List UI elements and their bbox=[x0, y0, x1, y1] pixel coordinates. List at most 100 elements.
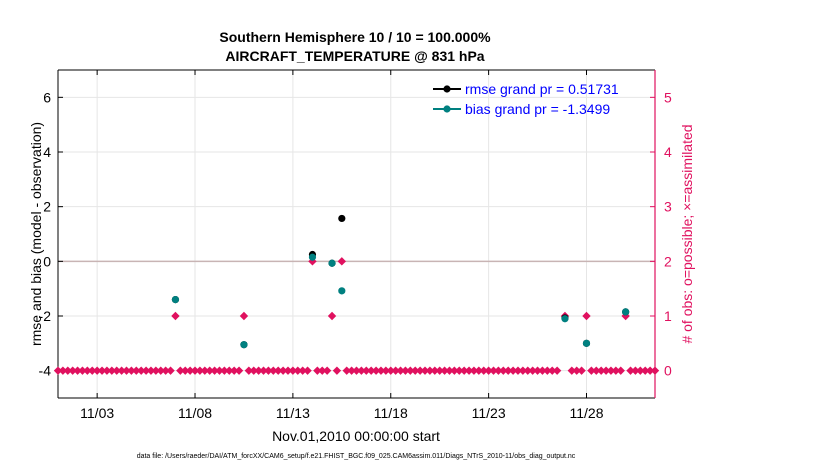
obs-count-point bbox=[484, 366, 493, 375]
obs-count-point bbox=[572, 366, 581, 375]
obs-count-point bbox=[538, 366, 547, 375]
obs-count-point bbox=[122, 366, 131, 375]
y-right-tick-label: 0 bbox=[664, 363, 672, 379]
bias-point bbox=[338, 287, 346, 295]
y-right-tick-label: 1 bbox=[664, 308, 672, 324]
obs-count-point bbox=[63, 366, 72, 375]
obs-count-point bbox=[73, 366, 82, 375]
obs-count-point bbox=[494, 366, 503, 375]
obs-count-point bbox=[611, 366, 621, 375]
y-left-tick-label: 6 bbox=[43, 89, 51, 105]
obs-count-point bbox=[68, 366, 77, 375]
x-tick-label: 11/23 bbox=[472, 405, 506, 421]
bias-point bbox=[171, 296, 180, 304]
obs-count-point bbox=[92, 366, 102, 375]
obs-count-point bbox=[523, 366, 532, 375]
obs-count-point bbox=[229, 366, 239, 375]
obs-count-point bbox=[327, 311, 337, 321]
obs-count-point bbox=[78, 366, 87, 375]
obs-count-point bbox=[171, 311, 180, 321]
obs-count-point bbox=[641, 366, 650, 375]
y-axis-right-label: # of obs: o=possible; ×=assimilated bbox=[679, 124, 695, 343]
chart-title-line1: Southern Hemisphere 10 / 10 = 100.000% bbox=[219, 29, 491, 45]
chart-title-line2: AIRCRAFT_TEMPERATURE @ 831 hPa bbox=[225, 48, 484, 64]
obs-count-point bbox=[146, 366, 156, 375]
bias-point bbox=[240, 341, 248, 349]
obs-count-point bbox=[161, 366, 170, 375]
obs-count-point bbox=[518, 366, 528, 375]
obs-count-point bbox=[53, 366, 63, 375]
obs-count-point bbox=[587, 366, 596, 375]
obs-count-point bbox=[278, 366, 288, 375]
obs-count-point bbox=[650, 366, 660, 375]
data-file-footer: data file: /Users/raeder/DAI/ATM_forcXX/… bbox=[137, 453, 576, 460]
obs-count-point bbox=[513, 366, 523, 375]
obs-count-point bbox=[322, 366, 332, 375]
obs-count-point bbox=[474, 366, 484, 375]
obs-count-point bbox=[489, 366, 498, 375]
x-tick-label: 11/28 bbox=[569, 405, 603, 421]
obs-count-point bbox=[200, 366, 210, 375]
y-left-tick-label: 0 bbox=[43, 253, 51, 269]
obs-count-point bbox=[528, 366, 537, 375]
obs-count-point bbox=[376, 366, 386, 375]
obs-count-point bbox=[313, 366, 322, 375]
bias-point bbox=[328, 259, 336, 267]
obs-count-point bbox=[362, 366, 371, 375]
obs-count-point bbox=[166, 366, 175, 375]
obs-count-point bbox=[440, 366, 449, 375]
obs-count-point bbox=[606, 366, 616, 375]
obs-count-point bbox=[303, 366, 312, 375]
obs-count-point bbox=[626, 366, 635, 375]
obs-count-point bbox=[352, 366, 361, 375]
plot-area: 11/03 11/08 11/13 11/18 11/23 11/28 -4 -2 0 2 4 6 0 1… bbox=[39, 69, 672, 421]
obs-count-point bbox=[396, 366, 405, 375]
obs-count-point bbox=[156, 366, 165, 375]
obs-count-point bbox=[636, 366, 645, 375]
obs-count-point bbox=[543, 366, 552, 375]
obs-count-point bbox=[190, 366, 200, 375]
obs-count-point bbox=[259, 366, 268, 375]
y-axis-left-label: rmse and bias (model - observation) bbox=[28, 122, 44, 346]
obs-count-point bbox=[239, 311, 249, 321]
obs-count-point bbox=[425, 366, 435, 375]
obs-count-point bbox=[479, 366, 488, 375]
obs-count-point bbox=[112, 366, 121, 375]
obs-count-point bbox=[582, 311, 591, 321]
obs-count-point bbox=[342, 366, 351, 375]
obs-count-point bbox=[136, 366, 146, 375]
obs-count-point bbox=[445, 366, 454, 375]
y-right-tick-label: 5 bbox=[664, 89, 672, 105]
obs-count-point bbox=[151, 366, 161, 375]
obs-count-point bbox=[337, 257, 347, 266]
x-axis-label: Nov.01,2010 00:00:00 start bbox=[272, 428, 440, 444]
obs-count-point bbox=[420, 366, 430, 375]
obs-count-point bbox=[406, 366, 415, 375]
obs-count-point bbox=[264, 366, 273, 375]
obs-count-point bbox=[596, 366, 606, 375]
obs-count-point bbox=[430, 366, 439, 375]
x-tick-label: 11/03 bbox=[80, 405, 114, 421]
obs-count-point bbox=[293, 366, 302, 375]
legend-label-rmse: rmse grand pr = 0.51731 bbox=[465, 81, 619, 97]
obs-count-point bbox=[234, 366, 244, 375]
obs-count-point bbox=[102, 366, 112, 375]
y-left-tick-label: 4 bbox=[43, 144, 51, 160]
bias-point bbox=[622, 308, 630, 316]
y-right-tick-label: 2 bbox=[664, 253, 672, 269]
x-tick-label: 11/13 bbox=[276, 405, 310, 421]
obs-count-point bbox=[616, 366, 625, 375]
obs-count-point bbox=[347, 366, 356, 375]
obs-count-point bbox=[176, 366, 185, 375]
obs-count-point bbox=[631, 366, 640, 375]
obs-count-point bbox=[381, 366, 391, 375]
obs-count-point bbox=[215, 366, 224, 375]
obs-count-point bbox=[288, 366, 298, 375]
obs-count-point bbox=[249, 366, 258, 375]
obs-count-point bbox=[503, 366, 513, 375]
bias-point bbox=[561, 315, 569, 323]
obs-count-point bbox=[411, 366, 420, 375]
obs-count-point bbox=[58, 366, 68, 375]
obs-count-point bbox=[366, 366, 376, 375]
